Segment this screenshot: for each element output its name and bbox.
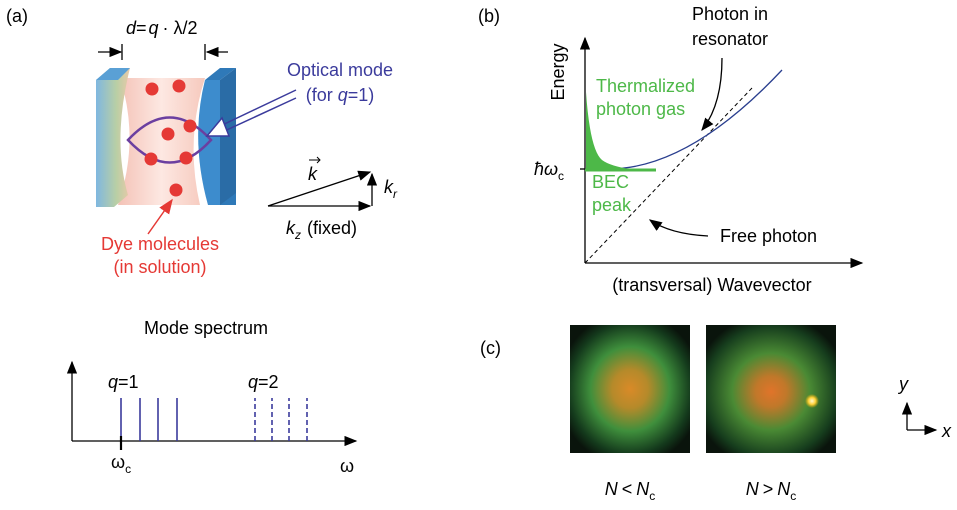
- right-mirror-top: [205, 68, 236, 80]
- free-photon-line: [584, 87, 753, 264]
- nc: N: [777, 479, 791, 499]
- nc-sub: c: [790, 489, 796, 503]
- thermal-label: photon gas: [596, 99, 685, 119]
- wavevector-diagram: [267, 170, 378, 212]
- resonator-dispersion: [609, 69, 783, 170]
- dye-molecule: [172, 79, 186, 93]
- kz-sub: z: [294, 228, 301, 242]
- q2-rest: =2: [258, 372, 279, 392]
- thermal-distribution: [586, 92, 630, 169]
- spacing-rest: · λ/2: [163, 18, 198, 38]
- n-below-label: N < Nc: [605, 479, 656, 503]
- k-label: k: [308, 164, 318, 184]
- spacing-formula: d= q · λ/2: [126, 18, 198, 38]
- omega-c-base: ω: [111, 452, 125, 472]
- kz-base: k: [286, 218, 296, 238]
- thermal-label: Thermalized: [596, 76, 695, 96]
- cavity-interior: [118, 78, 205, 205]
- optical-mode-pointer: [215, 89, 297, 135]
- nc-sub: c: [649, 489, 655, 503]
- q1-modes: [120, 398, 178, 441]
- left-mirror-top: [96, 68, 130, 80]
- optical-mode-text: (for: [306, 85, 338, 105]
- q2-var: q: [248, 372, 258, 392]
- dye-molecule: [161, 127, 175, 141]
- spectrum-title: Mode spectrum: [144, 318, 268, 338]
- spacing-q: q: [149, 18, 159, 38]
- kr-base: k: [384, 177, 394, 197]
- optical-mode-q: q: [338, 85, 348, 105]
- resonator-label: Photon in: [692, 4, 768, 24]
- bec-label: BEC: [592, 172, 629, 192]
- panel-label: (c): [480, 338, 501, 358]
- y-label: y: [897, 374, 909, 394]
- cavity: [96, 68, 236, 207]
- dye-pointer: [147, 198, 173, 235]
- optical-mode-label: Optical mode: [287, 60, 393, 80]
- energy-label: Energy: [548, 43, 568, 100]
- optical-mode-label: (for q=1): [306, 85, 375, 105]
- nc: N: [636, 479, 650, 499]
- omega-label: ω: [340, 456, 354, 476]
- n-above-label: N > Nc: [746, 479, 797, 503]
- hw-sub: c: [558, 169, 564, 183]
- spacing-d: d: [126, 18, 137, 38]
- q1-rest: =1: [118, 372, 139, 392]
- q1-label: q=1: [108, 372, 139, 392]
- dye-molecule: [183, 119, 197, 133]
- q2-label: q=2: [248, 372, 279, 392]
- optical-mode-text: =1): [348, 85, 375, 105]
- k-vector: [267, 170, 372, 207]
- vector-arrow: [309, 156, 321, 164]
- photo-above-threshold: [706, 325, 836, 453]
- kz-label: kz (fixed): [286, 218, 357, 242]
- dye-molecule: [145, 82, 159, 96]
- resonator-pointer: [701, 57, 723, 132]
- dye-label: (in solution): [113, 257, 206, 277]
- op: <: [622, 479, 633, 499]
- dye-molecule: [179, 151, 193, 165]
- condensate-spot: [805, 394, 819, 408]
- hw-label: ħωc: [534, 159, 564, 183]
- free-photon-pointer: [648, 219, 709, 237]
- bec-label: peak: [592, 195, 632, 215]
- wavevector-label: (transversal) Wavevector: [612, 275, 811, 295]
- dye-molecule: [169, 183, 183, 197]
- q1-var: q: [108, 372, 118, 392]
- omega-c-sub: c: [125, 462, 131, 476]
- spacing-eq: =: [136, 18, 147, 38]
- panel-label: (b): [478, 6, 500, 26]
- kr-label: kr: [384, 177, 398, 201]
- kr-sub: r: [393, 187, 398, 201]
- panel-label: (a): [6, 6, 28, 26]
- photo-below-threshold: [570, 325, 690, 453]
- n: N: [605, 479, 619, 499]
- x-label: x: [941, 421, 952, 441]
- left-mirror: [96, 68, 130, 207]
- hw-base: ħω: [534, 159, 558, 179]
- resonator-label: resonator: [692, 29, 768, 49]
- q2-modes: [254, 398, 308, 441]
- free-photon-label: Free photon: [720, 226, 817, 246]
- optical-mode-pointer-head: [205, 116, 231, 137]
- op: >: [763, 479, 774, 499]
- dye-label: Dye molecules: [101, 234, 219, 254]
- n: N: [746, 479, 760, 499]
- omega-c-label: ωc: [111, 452, 131, 476]
- dye-molecule: [144, 152, 158, 166]
- kz-note: (fixed): [307, 218, 357, 238]
